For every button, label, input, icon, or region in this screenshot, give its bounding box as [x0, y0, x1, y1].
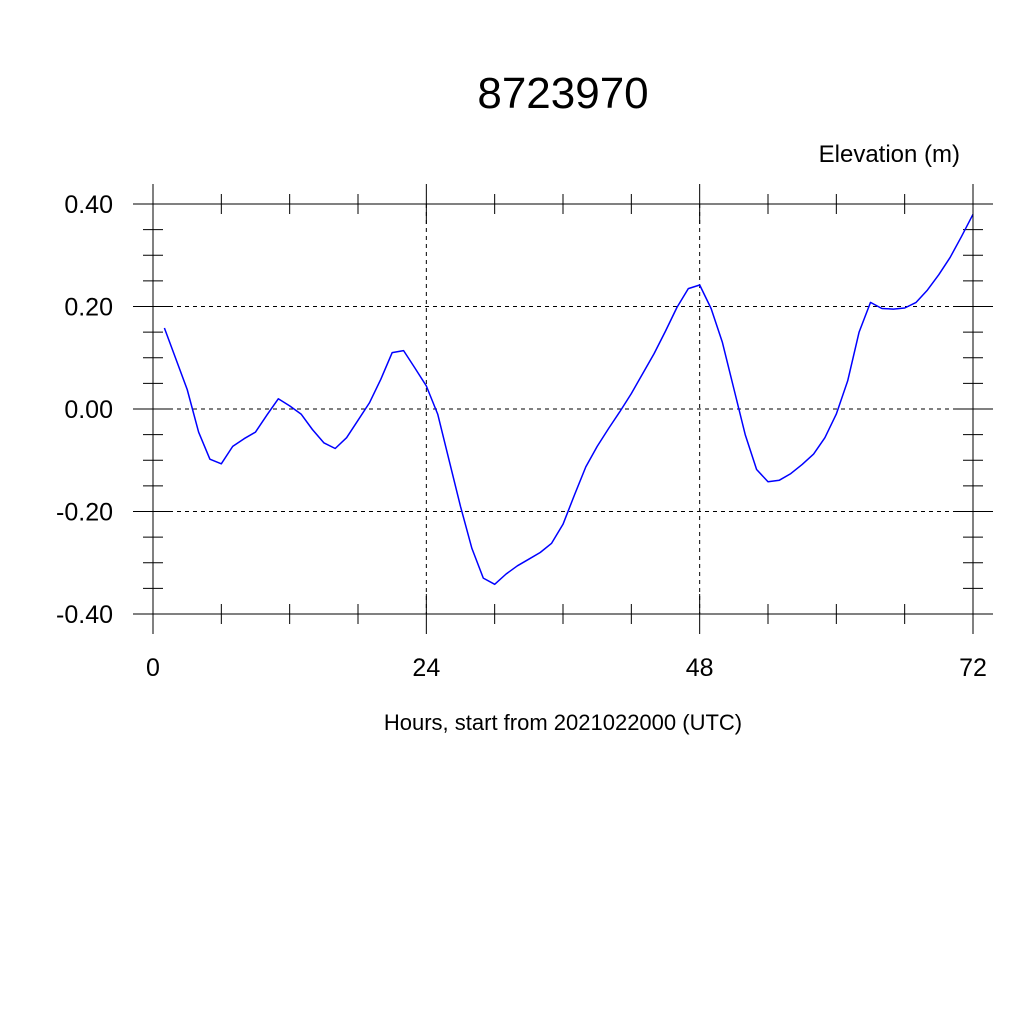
x-tick-label-1: 24 [412, 654, 440, 682]
y-tick-label-4: 0.40 [64, 191, 113, 219]
x-tick-label-3: 72 [959, 654, 987, 682]
grid-lines [153, 204, 973, 614]
y-tick-label-3: 0.20 [64, 294, 113, 322]
series-layer [163, 213, 974, 586]
y-axis-label: Elevation (m) [819, 141, 960, 168]
x-axis-label: Hours, start from 2021022000 (UTC) [384, 710, 742, 735]
y-tick-label-2: 0.00 [64, 396, 113, 424]
series-line-0 [163, 213, 974, 586]
tick-labels: 0 24 48 72 -0.40 -0.20 0.00 0.20 0.40 [56, 191, 987, 682]
plot-frame [152, 203, 974, 615]
x-tick-label-2: 48 [686, 654, 714, 682]
y-tick-label-0: -0.40 [56, 601, 113, 629]
x-tick-label-0: 0 [146, 654, 160, 682]
chart-title: 8723970 [477, 69, 648, 118]
y-tick-label-1: -0.20 [56, 499, 113, 527]
